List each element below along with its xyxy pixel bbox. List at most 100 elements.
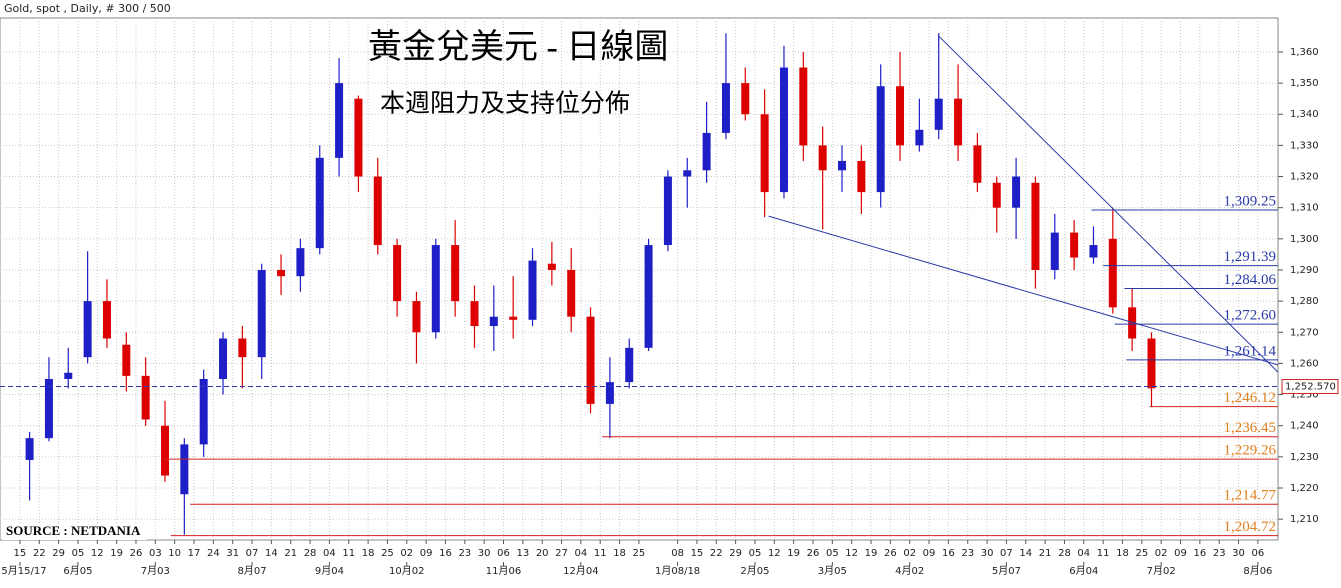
candle-body [741,83,750,115]
y-tick-label: 1,280 [1290,296,1319,307]
x-tick-label: 21 [1039,548,1052,559]
support-label: 1,246.12 [1224,390,1277,406]
x-tick-label: 30 [478,548,491,559]
y-tick-label: 1,340 [1290,109,1319,120]
y-tick-label: 1,330 [1290,140,1319,151]
y-tick-label: 1,290 [1290,265,1319,276]
x-tick-label: 04 [323,548,336,559]
candle-body [528,260,537,320]
x-tick-label: 12 [91,548,104,559]
x-tick-label: 05 [72,548,85,559]
candle-body [470,301,479,327]
candle-body [238,338,247,358]
candle-body [1128,307,1137,339]
x-tick-label: 29 [729,548,742,559]
candle-body [1089,245,1098,258]
x-tick-label: 21 [284,548,297,559]
candle-body [44,378,53,439]
x-tick-label: 06 [497,548,510,559]
x-tick-label: 26 [130,548,143,559]
x-tick-label: 30 [981,548,994,559]
x-tick-label: 06 [1252,548,1265,559]
resistance-label: 1,291.39 [1224,249,1277,265]
y-tick-label: 1,300 [1290,234,1319,245]
x-tick-label: 28 [304,548,317,559]
x-tick-label: 16 [1193,548,1206,559]
y-tick-label: 1,310 [1290,203,1319,214]
source: SOURCE : NETDANIA [6,523,141,538]
resistance-label: 1,261.14 [1224,343,1277,359]
candle-body [451,245,460,302]
x-tick-label: 31 [226,548,239,559]
candle-body [83,301,92,358]
candle-body [431,245,440,333]
y-tick-label: 1,360 [1290,47,1319,58]
month-label: 8月07 [237,565,266,577]
x-tick-label: 23 [458,548,471,559]
x-tick-label: 04 [1077,548,1090,559]
x-tick-label: 23 [1213,548,1226,559]
candle-body [838,160,847,171]
y-tick-label: 1,220 [1290,483,1319,494]
candle-body [605,382,614,404]
last-price-label: 1,252.570 [1285,382,1336,393]
x-tick-label: 19 [110,548,123,559]
header: Gold, spot , Daily, # 300 / 500 [4,2,171,15]
candle-body [915,129,924,146]
candle-body [141,375,150,420]
candle-body [1031,182,1040,270]
x-tick-label: 30 [1232,548,1245,559]
month-label: 6月04 [1069,565,1098,577]
x-tick-label: 05 [826,548,839,559]
candle-body [799,67,808,146]
candle-body [160,425,169,476]
x-tick-label: 14 [1019,548,1032,559]
x-tick-label: 10 [168,548,181,559]
y-tick-label: 1,240 [1290,421,1319,432]
candle-body [412,301,421,333]
x-tick-label: 19 [865,548,878,559]
x-tick-label: 15 [14,548,27,559]
y-tick-label: 1,270 [1290,327,1319,338]
candle-body [122,344,131,376]
candle-body [934,98,943,130]
x-tick-label: 13 [516,548,529,559]
x-tick-label: 18 [1116,548,1129,559]
x-tick-label: 09 [420,548,433,559]
candle-body [102,301,111,339]
candle-body [896,86,905,146]
x-tick-label: 02 [903,548,916,559]
month-label: 6月05 [63,565,92,577]
candle-body [721,83,730,133]
month-label: 9月04 [315,565,344,577]
support-label: 1,204.72 [1224,519,1277,535]
month-label: 3月05 [818,565,847,577]
x-tick-label: 25 [1135,548,1148,559]
x-tick-label: 05 [749,548,762,559]
y-tick-label: 1,350 [1290,78,1319,89]
x-tick-label: 27 [555,548,568,559]
x-tick-label: 19 [787,548,800,559]
month-label: 8月06 [1243,565,1272,577]
month-label: 2月05 [740,565,769,577]
candle-body [509,316,518,320]
source-box [2,523,147,540]
x-tick-label: 16 [942,548,955,559]
candle-body [567,269,576,317]
candle-body [779,67,788,193]
candle-body [257,269,266,358]
x-tick-label: 15 [691,548,704,559]
x-tick-label: 23 [961,548,974,559]
y-tick-label: 1,210 [1290,514,1319,525]
x-tick-label: 11 [1097,548,1110,559]
x-tick-label: 03 [149,548,162,559]
x-tick-label: 08 [671,548,684,559]
trend-line [938,35,1279,373]
x-tick-label: 20 [536,548,549,559]
x-tick-label: 18 [362,548,375,559]
chart-title: 黃金兌美元 - 日線圖 [368,28,668,66]
x-tick-label: 09 [1174,548,1187,559]
month-label: 12月04 [563,565,598,577]
x-tick-label: 26 [807,548,820,559]
candle-body [25,438,34,460]
